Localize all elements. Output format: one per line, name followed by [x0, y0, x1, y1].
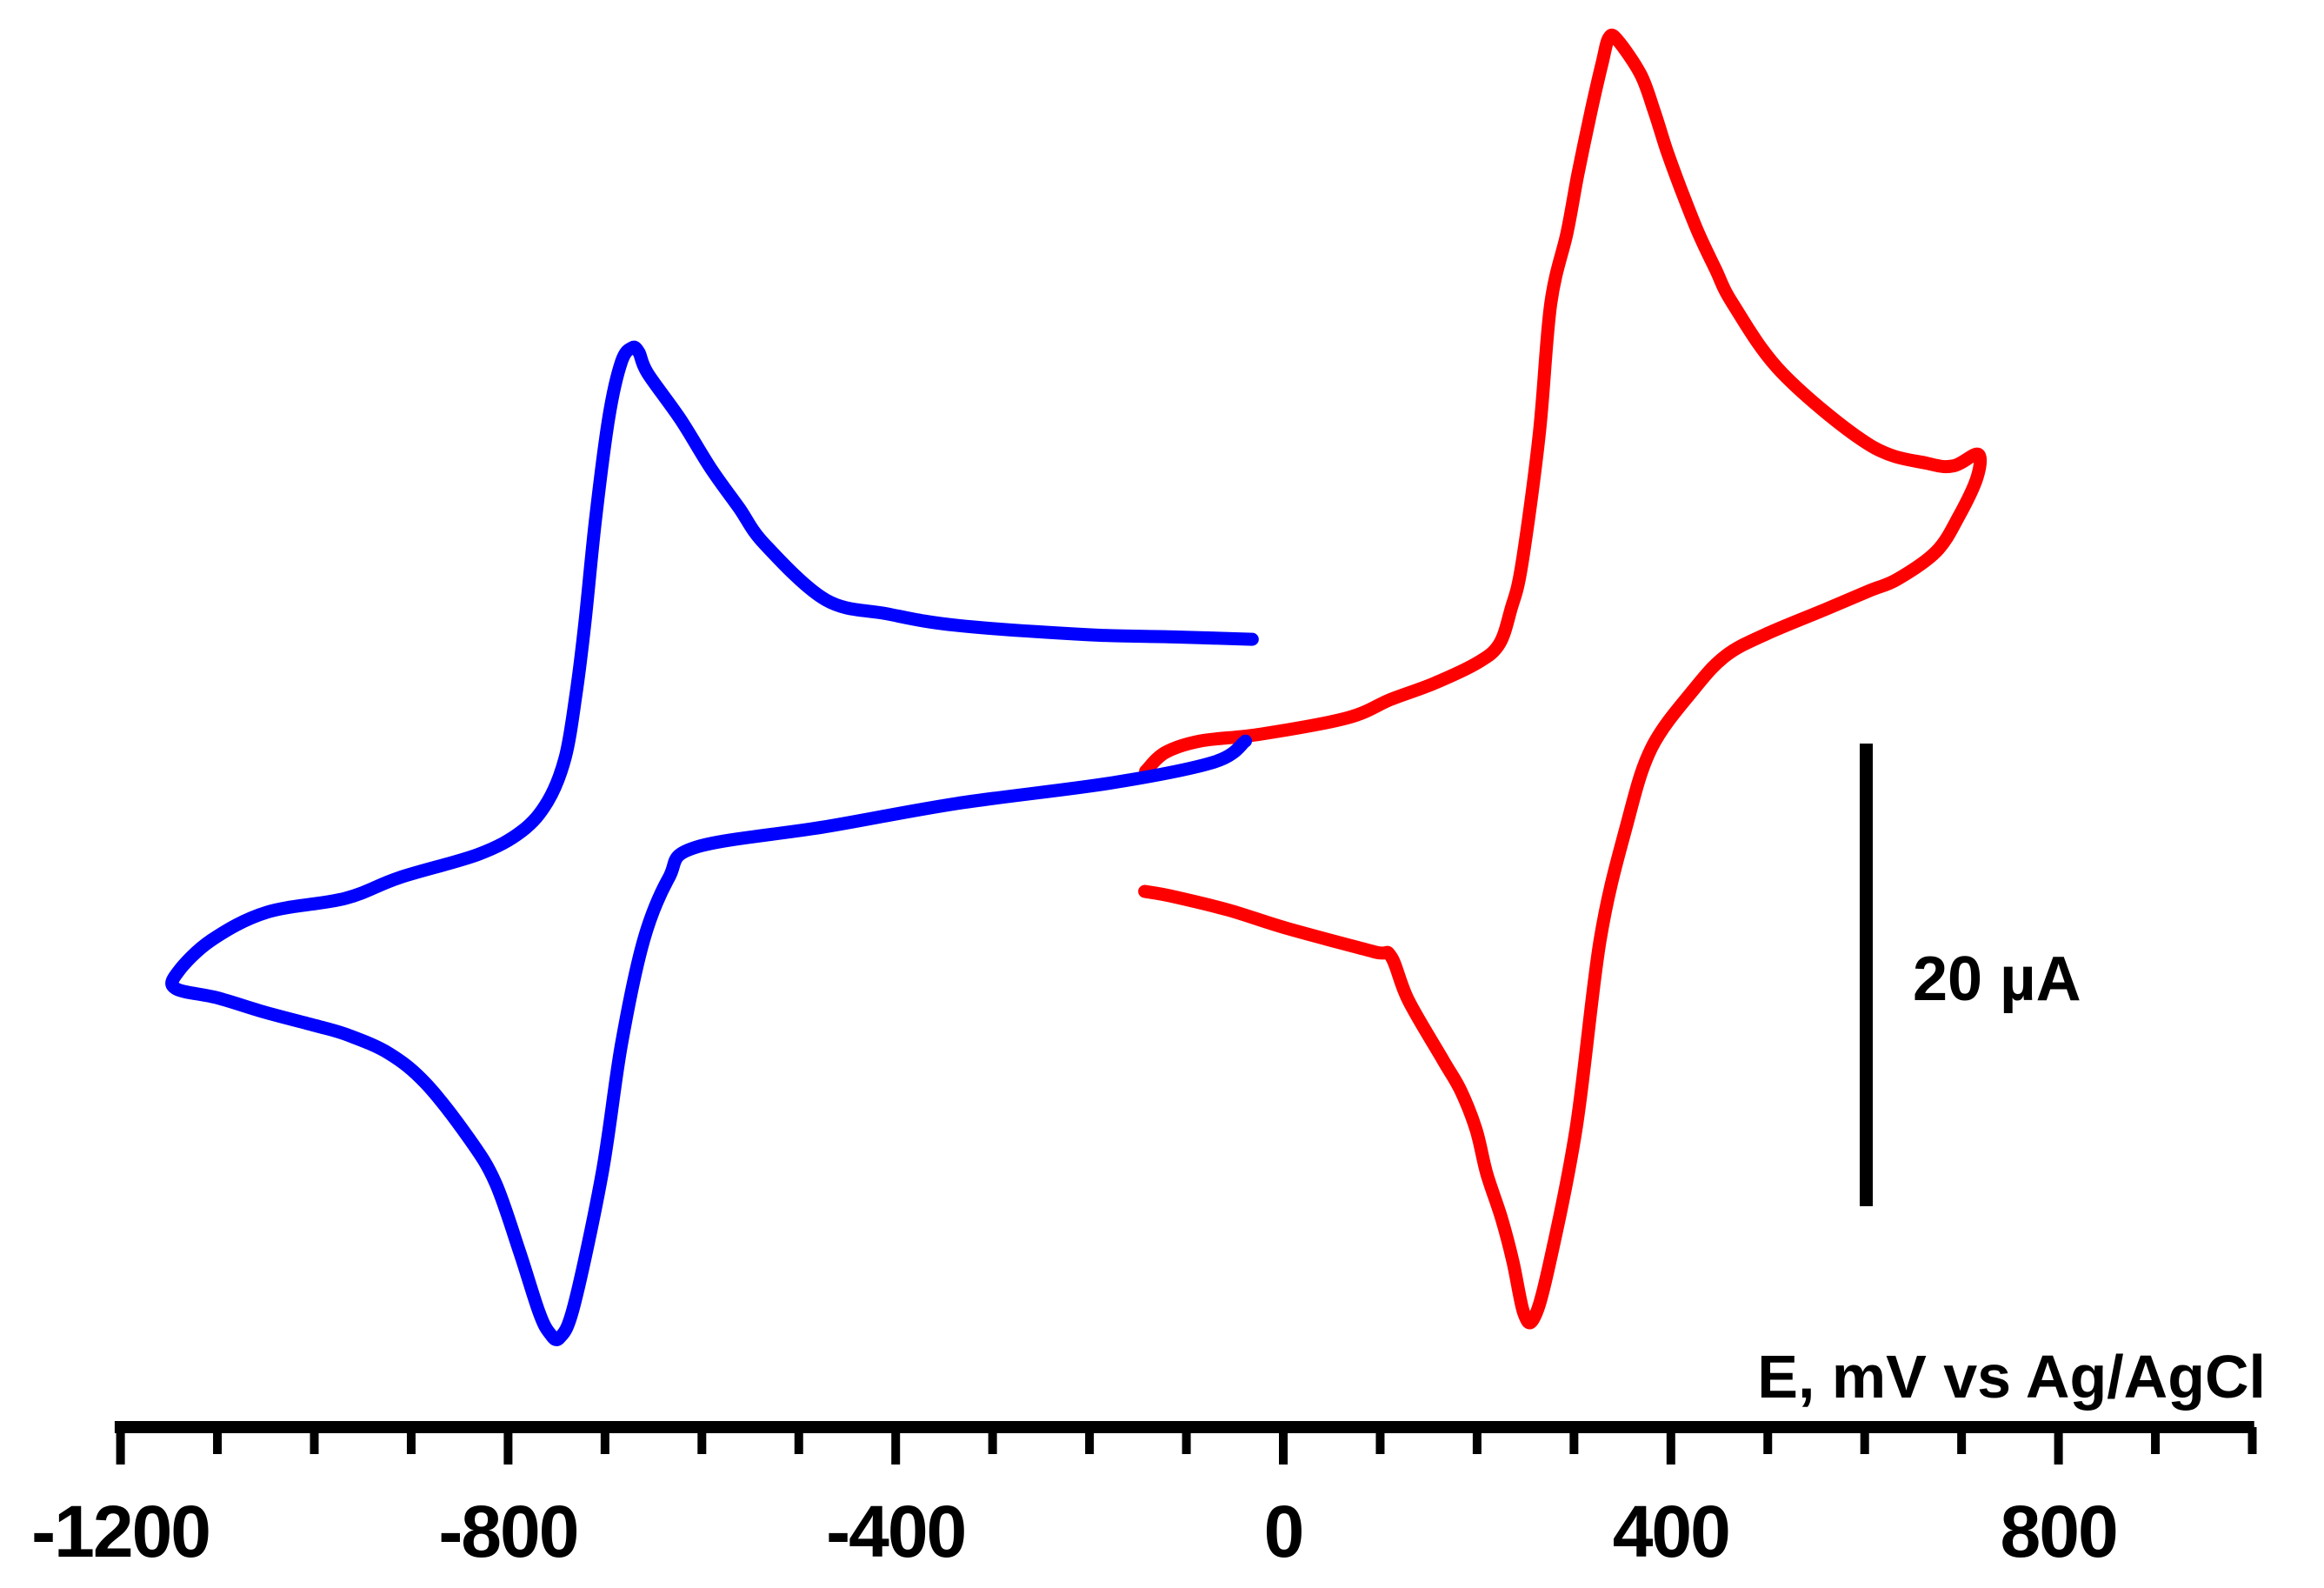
x-axis-tick-label: -800: [438, 1491, 577, 1572]
blue-voltammogram-curve: [165, 340, 1259, 1346]
red-voltammogram-curve: [1138, 28, 1988, 1330]
x-axis-tick-label: -400: [826, 1491, 965, 1572]
x-axis-tick-label: 400: [1613, 1491, 1729, 1572]
x-axis-tick-label: -1200: [31, 1491, 210, 1572]
current-scale-bar: [1860, 744, 1873, 1206]
x-axis-tick-label: 0: [1264, 1491, 1303, 1572]
x-axis-title: E, mV vs Ag/AgCl: [1757, 1343, 2266, 1411]
x-axis-tick-label: 800: [2001, 1491, 2117, 1572]
scale-bar-label: 20 µA: [1913, 944, 2081, 1014]
